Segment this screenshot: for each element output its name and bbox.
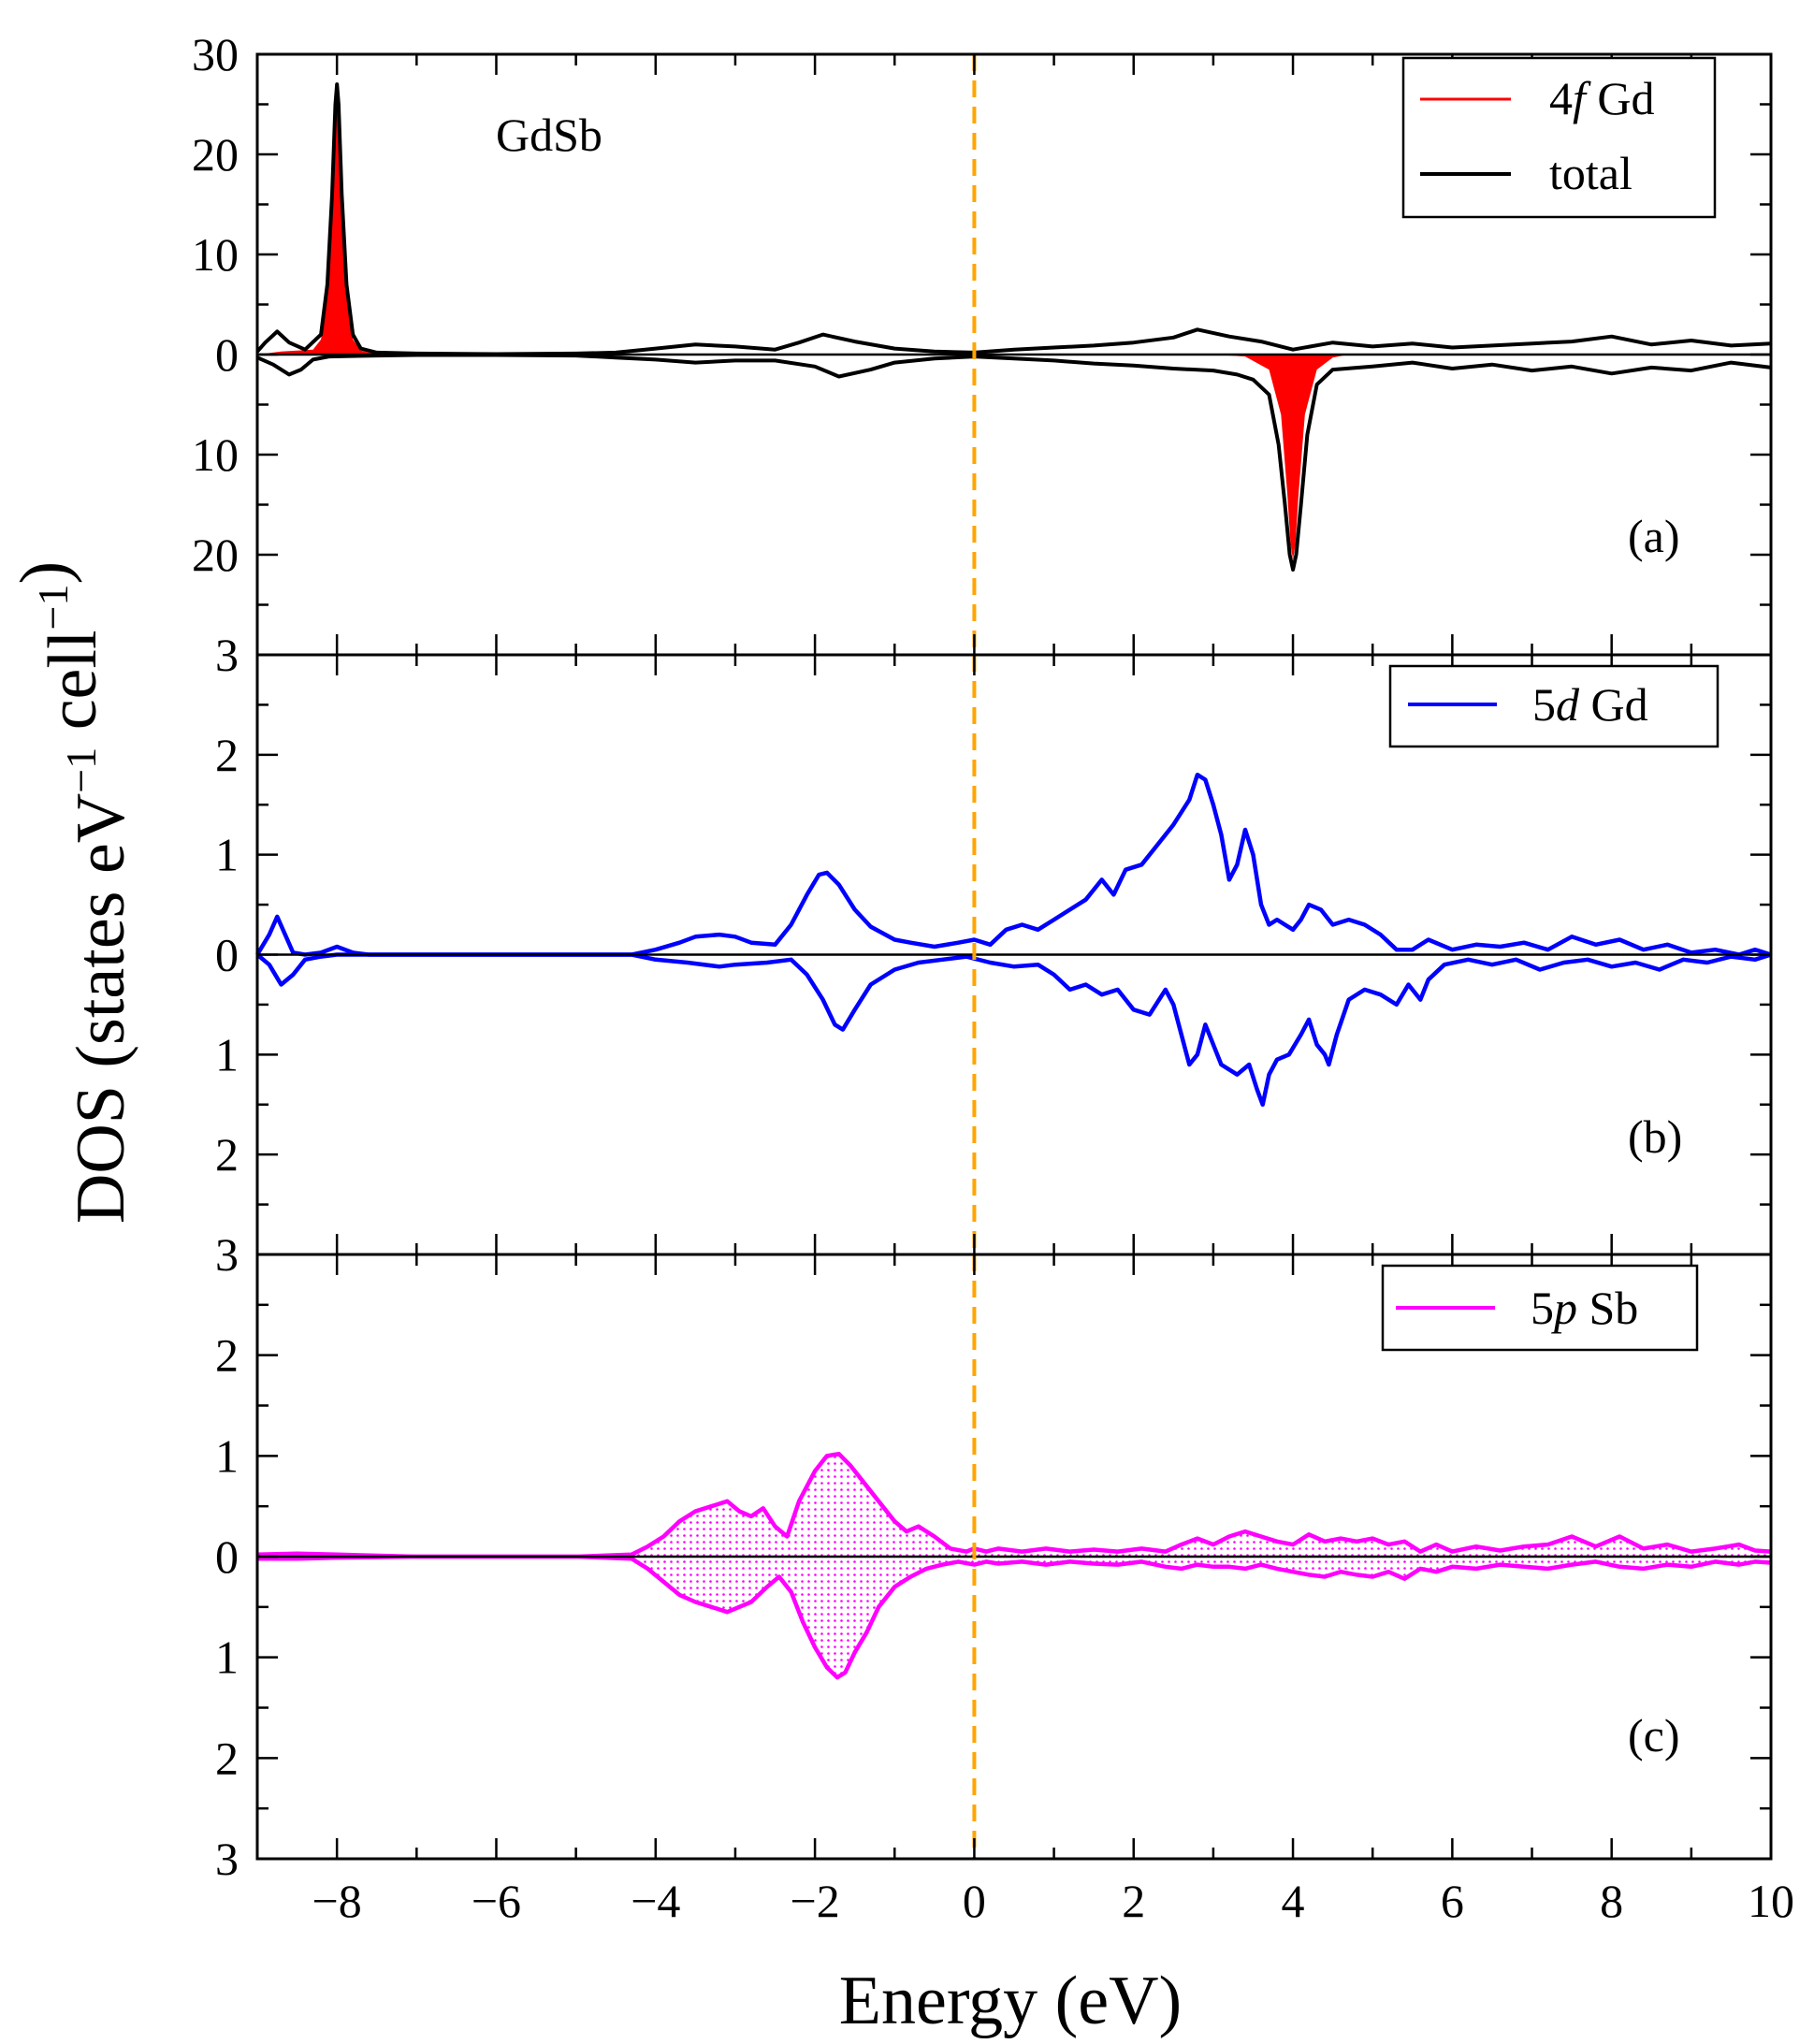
panel-a: GdSb 4f Gd total (a) 30 20 10 0 10 20 bbox=[192, 28, 1773, 657]
series-line-5p-sb-down bbox=[257, 1554, 1772, 1680]
series-line-total-up bbox=[255, 82, 1772, 356]
plot-layer-0 bbox=[255, 52, 1773, 657]
y-axis-title-superscript: −1 bbox=[57, 747, 105, 793]
series-line-5p-sb-up bbox=[256, 1451, 1772, 1559]
x-tick-label: −8 bbox=[312, 1875, 362, 1927]
y-axis-title-superscript: −1 bbox=[29, 585, 77, 631]
legend-a-label-total: total bbox=[1549, 147, 1633, 199]
y-tick-label: 0 bbox=[215, 929, 239, 981]
plot-layer-2 bbox=[255, 1253, 1773, 1861]
series-fill-5p-sb-up bbox=[257, 1454, 1771, 1557]
y-axis-title-part: DOS (states eV bbox=[63, 793, 139, 1224]
y-tick-label: 3 bbox=[215, 1833, 239, 1885]
y-tick-label: 0 bbox=[215, 1530, 239, 1583]
compound-label: GdSb bbox=[496, 109, 602, 161]
x-axis-title: Energy (eV) bbox=[839, 1963, 1182, 2039]
y-axis-title-part: cell bbox=[35, 630, 111, 747]
x-tick-label: −6 bbox=[472, 1875, 521, 1927]
y-tick-label: 20 bbox=[192, 529, 239, 581]
panel-tag-c: (c) bbox=[1628, 1709, 1680, 1761]
legend-a-label-4f-gd: 4f Gd bbox=[1549, 72, 1655, 124]
y-tick-label: 0 bbox=[215, 328, 239, 381]
y-tick-label: 1 bbox=[215, 1429, 239, 1482]
y-tick-label: 3 bbox=[215, 629, 239, 681]
y-tick-label: 20 bbox=[192, 128, 239, 181]
series-fill-4f-gd-down bbox=[257, 355, 1771, 560]
legend-c-label-5p-sb: 5p Sb bbox=[1531, 1282, 1638, 1334]
series-fill-5p-sb-down bbox=[257, 1557, 1771, 1678]
y-tick-label: 2 bbox=[215, 729, 239, 781]
x-tick-label: 10 bbox=[1748, 1875, 1794, 1927]
y-tick-label: 10 bbox=[192, 228, 239, 281]
x-tick-label: −2 bbox=[791, 1875, 840, 1927]
series-line-5d-gd-up bbox=[255, 772, 1772, 957]
y-tick-label: 2 bbox=[215, 1329, 239, 1382]
legend-b-label-5d-gd: 5d Gd bbox=[1532, 678, 1648, 731]
x-tick-label: 2 bbox=[1122, 1875, 1145, 1927]
y-tick-label: 3 bbox=[215, 1228, 239, 1281]
panel-tag-b: (b) bbox=[1628, 1110, 1682, 1163]
y-tick-label: 1 bbox=[215, 1028, 239, 1080]
series-line-5d-gd-down bbox=[255, 952, 1772, 1108]
y-tick-label: 1 bbox=[215, 829, 239, 881]
series-line-total-down bbox=[256, 353, 1772, 572]
x-tick-label: 0 bbox=[963, 1875, 986, 1927]
y-tick-label: 2 bbox=[215, 1732, 239, 1784]
y-axis-title-part: ) bbox=[7, 561, 83, 585]
legend-a: 4f Gd total bbox=[1401, 56, 1717, 219]
x-tick-label: 6 bbox=[1441, 1875, 1464, 1927]
legend-b: 5d Gd bbox=[1388, 664, 1720, 748]
legend-a-box bbox=[1401, 56, 1717, 219]
y-tick-label: 30 bbox=[192, 28, 239, 80]
panel-tag-a: (a) bbox=[1628, 510, 1680, 562]
y-tick-label: 1 bbox=[215, 1631, 239, 1684]
y-tick-label: 10 bbox=[192, 428, 239, 481]
legend-c: 5p Sb bbox=[1381, 1264, 1699, 1352]
x-tick-label: −4 bbox=[631, 1875, 680, 1927]
x-tick-label: 8 bbox=[1600, 1875, 1623, 1927]
y-tick-label: 2 bbox=[215, 1128, 239, 1181]
x-tick-label: 4 bbox=[1282, 1875, 1305, 1927]
panel-b: 5d Gd (b) 3 2 1 0 1 2 bbox=[215, 629, 1773, 1256]
y-axis-title: DOS (states eV−1 cell−1) bbox=[7, 561, 139, 1224]
